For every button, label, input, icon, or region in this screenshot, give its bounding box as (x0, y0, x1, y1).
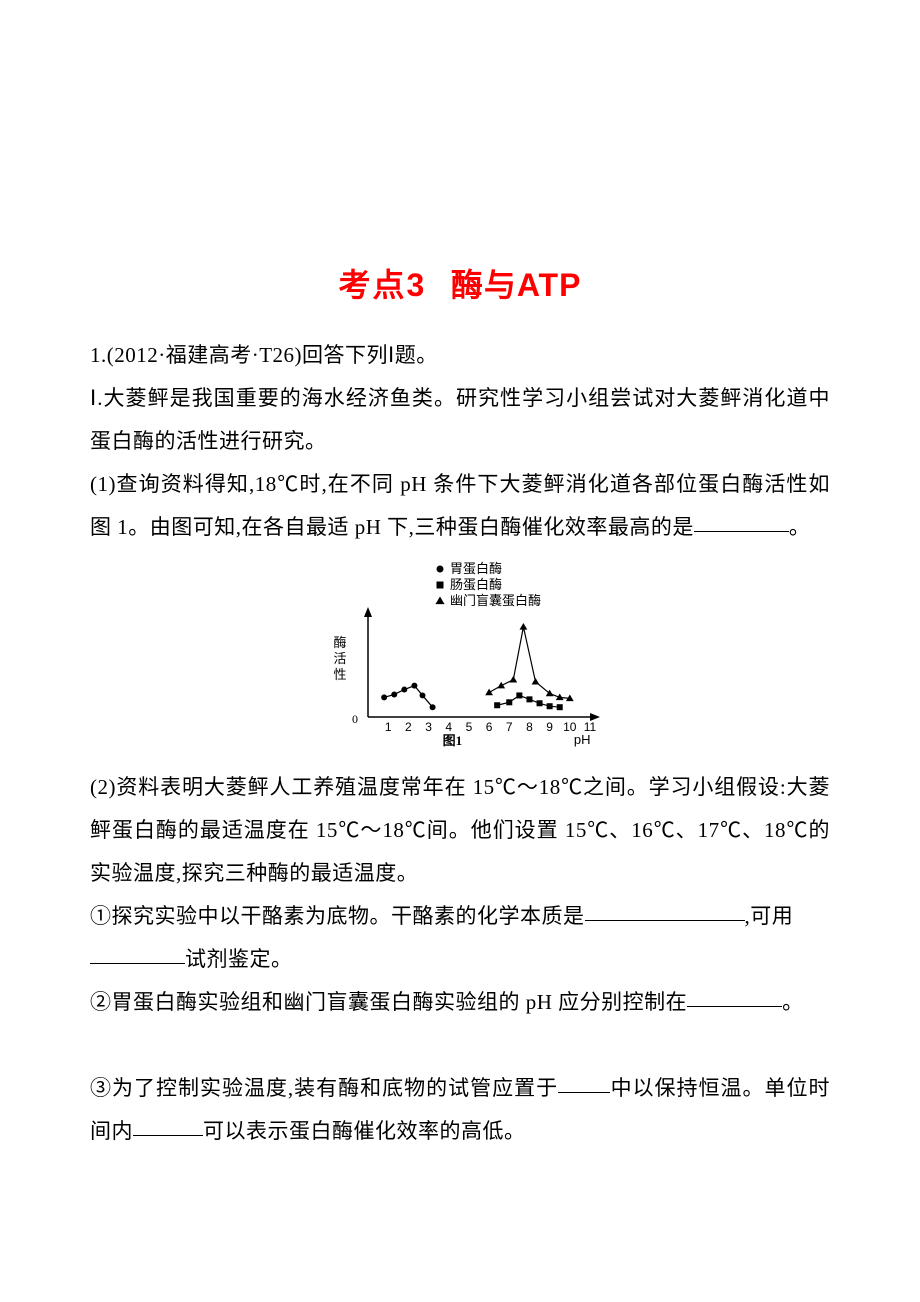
blank-2 (585, 900, 745, 921)
svg-text:性: 性 (333, 667, 346, 682)
svg-text:4: 4 (445, 720, 452, 734)
q1-part2: (2)资料表明大菱鲆人工养殖温度常年在 15℃～18℃之间。学习小组假设:大菱鲆… (90, 766, 830, 895)
blank-6 (133, 1115, 203, 1136)
title-label: 考点3 (339, 267, 427, 303)
svg-text:1: 1 (385, 720, 392, 734)
q1-p2-1c: 试剂鉴定。 (185, 947, 293, 971)
q1-p1b: 。 (789, 515, 811, 539)
enzyme-activity-chart: 0酶活性1234567891011pH图1胃蛋白酶肠蛋白酶幽门盲囊蛋白酶 (320, 559, 600, 749)
svg-text:胃蛋白酶: 胃蛋白酶 (450, 561, 502, 576)
svg-text:幽门盲囊蛋白酶: 幽门盲囊蛋白酶 (450, 593, 541, 608)
svg-text:图1: 图1 (443, 733, 463, 748)
svg-text:肠蛋白酶: 肠蛋白酶 (450, 577, 502, 592)
q1-p2-1b: ,可用 (745, 904, 794, 928)
svg-text:酶: 酶 (333, 635, 346, 650)
q1-p2-1a: ①探究实验中以干酪素为底物。干酪素的化学本质是 (90, 904, 585, 928)
q1-p2-2b: 。 (782, 990, 804, 1014)
q1-intro: Ⅰ.大菱鲆是我国重要的海水经济鱼类。研究性学习小组尝试对大菱鲆消化道中蛋白酶的活… (90, 377, 830, 463)
svg-text:0: 0 (352, 712, 358, 726)
svg-text:2: 2 (405, 720, 412, 734)
svg-text:5: 5 (466, 720, 473, 734)
q1-p2-3c: 可以表示蛋白酶催化效率的高低。 (203, 1119, 526, 1143)
blank-1 (694, 511, 789, 532)
q1-p2-2a: ②胃蛋白酶实验组和幽门盲囊蛋白酶实验组的 pH 应分别控制在 (90, 990, 687, 1014)
q1-part1: (1)查询资料得知,18℃时,在不同 pH 条件下大菱鲆消化道各部位蛋白酶活性如… (90, 463, 830, 549)
chart-figure-1: 0酶活性1234567891011pH图1胃蛋白酶肠蛋白酶幽门盲囊蛋白酶 (90, 559, 830, 754)
blank-5 (558, 1072, 610, 1093)
svg-text:活: 活 (333, 651, 346, 666)
svg-text:8: 8 (526, 720, 533, 734)
svg-text:6: 6 (486, 720, 493, 734)
q1-p2-1: ①探究实验中以干酪素为底物。干酪素的化学本质是 ,可用试剂鉴定。 (90, 895, 830, 981)
svg-text:pH: pH (574, 732, 591, 747)
svg-text:7: 7 (506, 720, 513, 734)
title-name: 酶与ATP (451, 267, 582, 303)
blank-4 (687, 986, 782, 1007)
q1-p2-3: ③为了控制实验温度,装有酶和底物的试管应置于中以保持恒温。单位时间内可以表示蛋白… (90, 1067, 830, 1153)
q1-header: 1.(2012·福建高考·T26)回答下列Ⅰ题。 (90, 334, 830, 377)
page-title: 考点3 酶与ATP (90, 260, 830, 306)
q1-p2-2: ②胃蛋白酶实验组和幽门盲囊蛋白酶实验组的 pH 应分别控制在 。 (90, 981, 830, 1024)
blank-3 (90, 943, 185, 964)
svg-text:9: 9 (546, 720, 553, 734)
svg-text:3: 3 (425, 720, 432, 734)
q1-p2-3a: ③为了控制实验温度,装有酶和底物的试管应置于 (90, 1076, 558, 1100)
